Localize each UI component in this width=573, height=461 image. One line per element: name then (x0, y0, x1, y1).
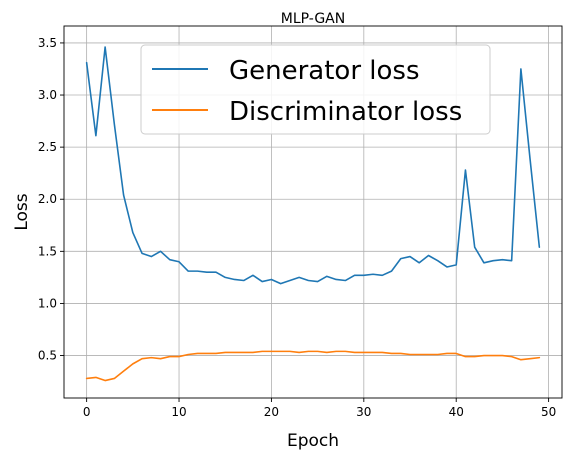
x-axis-label: Epoch (287, 431, 339, 451)
x-tick-label: 50 (541, 405, 556, 419)
legend-label-discriminator: Discriminator loss (229, 97, 462, 127)
legend-label-generator: Generator loss (229, 56, 420, 86)
y-tick-label: 2.0 (38, 192, 57, 206)
x-tick-label: 10 (171, 405, 186, 419)
plot-frame (63, 25, 563, 399)
generator-loss-line (85, 46, 541, 285)
y-tick-label: 3.5 (38, 36, 57, 50)
x-tick-label: 0 (83, 405, 91, 419)
chart-title: MLP-GAN (281, 11, 345, 27)
legend: Generator loss Discriminator loss (140, 44, 491, 135)
series-lines (85, 46, 541, 382)
axis-ticks: 0 10 20 30 40 50 0.5 1.0 1.5 2.0 2.5 3.0 3.5 (38, 36, 556, 419)
y-tick-label: 3.0 (38, 88, 57, 102)
legend-box (140, 44, 491, 135)
x-tick-label: 40 (449, 405, 464, 419)
y-tick-label: 0.5 (38, 349, 57, 363)
y-tick-label: 1.5 (38, 244, 57, 258)
y-tick-label: 2.5 (38, 140, 57, 154)
y-axis-label: Loss (12, 193, 32, 230)
x-tick-label: 30 (356, 405, 371, 419)
discriminator-loss-line (85, 350, 541, 382)
y-tick-label: 1.0 (38, 296, 57, 310)
x-tick-label: 20 (264, 405, 279, 419)
